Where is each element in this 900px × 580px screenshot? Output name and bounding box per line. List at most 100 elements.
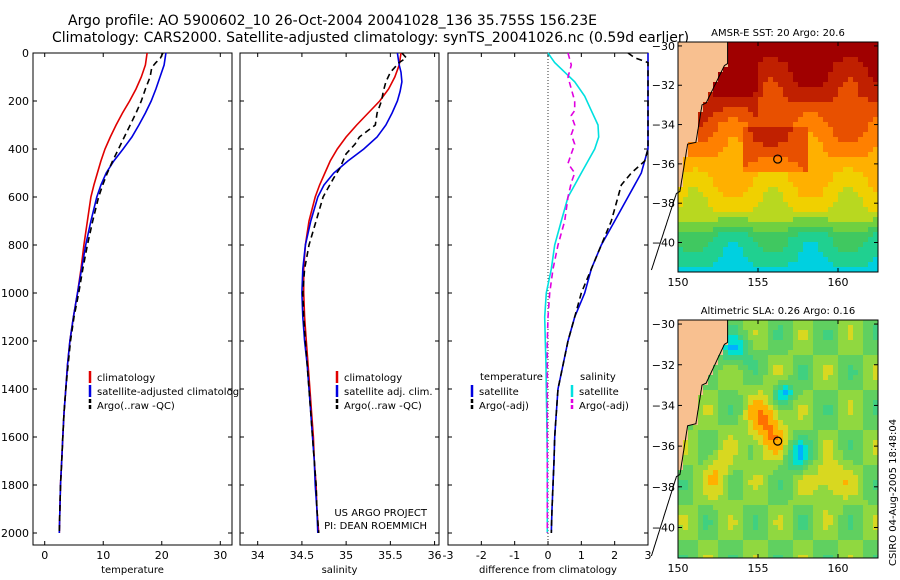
field-cell: [868, 252, 873, 257]
field-cell: [858, 182, 863, 187]
field-cell: [868, 430, 873, 435]
field-cell: [768, 410, 773, 415]
field-cell: [868, 410, 873, 415]
field-cell: [793, 147, 798, 152]
field-cell: [828, 385, 833, 390]
field-cell: [803, 460, 808, 465]
field-cell: [763, 370, 768, 375]
field-cell: [868, 87, 873, 92]
field-cell: [808, 87, 813, 92]
field-cell: [738, 395, 743, 400]
field-cell: [703, 197, 708, 202]
field-cell: [843, 530, 848, 535]
field-cell: [748, 355, 753, 360]
field-cell: [818, 57, 823, 62]
field-cell: [848, 62, 853, 67]
field-cell: [763, 92, 768, 97]
field-cell: [738, 470, 743, 475]
field-cell: [753, 355, 758, 360]
field-cell: [758, 77, 763, 82]
field-cell: [798, 122, 803, 127]
field-cell: [748, 202, 753, 207]
field-cell: [713, 480, 718, 485]
field-cell: [838, 112, 843, 117]
field-cell: [828, 520, 833, 525]
field-cell: [873, 475, 878, 480]
field-cell: [823, 435, 828, 440]
field-cell: [798, 57, 803, 62]
field-cell: [858, 460, 863, 465]
field-cell: [703, 267, 708, 272]
field-cell: [848, 172, 853, 177]
field-cell: [843, 67, 848, 72]
field-cell: [868, 112, 873, 117]
field-cell: [773, 167, 778, 172]
field-cell: [833, 202, 838, 207]
field-cell: [853, 162, 858, 167]
field-cell: [683, 455, 688, 460]
field-cell: [698, 550, 703, 555]
field-cell: [808, 62, 813, 67]
field-cell: [798, 132, 803, 137]
field-cell: [713, 380, 718, 385]
field-cell: [738, 460, 743, 465]
field-cell: [733, 465, 738, 470]
field-cell: [793, 102, 798, 107]
field-cell: [853, 212, 858, 217]
field-cell: [873, 107, 878, 112]
field-cell: [713, 147, 718, 152]
field-cell: [808, 52, 813, 57]
field-cell: [768, 520, 773, 525]
field-cell: [853, 47, 858, 52]
field-cell: [828, 415, 833, 420]
field-cell: [773, 385, 778, 390]
field-cell: [783, 335, 788, 340]
field-cell: [858, 375, 863, 380]
field-cell: [788, 42, 793, 47]
field-cell: [783, 405, 788, 410]
field-cell: [863, 72, 868, 77]
field-cell: [773, 237, 778, 242]
field-cell: [863, 500, 868, 505]
field-cell: [858, 555, 863, 558]
field-cell: [743, 545, 748, 550]
field-cell: [783, 252, 788, 257]
field-cell: [713, 117, 718, 122]
field-cell: [868, 222, 873, 227]
field-cell: [748, 87, 753, 92]
field-cell: [873, 237, 878, 242]
field-cell: [718, 530, 723, 535]
field-cell: [758, 217, 763, 222]
field-cell: [778, 92, 783, 97]
field-cell: [758, 365, 763, 370]
field-cell: [693, 252, 698, 257]
field-cell: [778, 485, 783, 490]
y-tick-label: −38: [652, 197, 675, 210]
field-cell: [748, 92, 753, 97]
field-cell: [828, 490, 833, 495]
field-cell: [863, 335, 868, 340]
field-cell: [723, 167, 728, 172]
field-cell: [813, 445, 818, 450]
field-cell: [823, 82, 828, 87]
field-cell: [848, 87, 853, 92]
field-cell: [868, 555, 873, 558]
field-cell: [688, 237, 693, 242]
field-cell: [728, 77, 733, 82]
field-cell: [828, 257, 833, 262]
field-cell: [873, 242, 878, 247]
field-cell: [838, 500, 843, 505]
field-cell: [733, 390, 738, 395]
field-cell: [853, 42, 858, 47]
field-cell: [678, 490, 683, 495]
field-cell: [768, 97, 773, 102]
field-cell: [743, 192, 748, 197]
field-cell: [813, 112, 818, 117]
field-cell: [738, 97, 743, 102]
field-cell: [743, 237, 748, 242]
field-cell: [768, 490, 773, 495]
field-cell: [813, 435, 818, 440]
field-cell: [803, 247, 808, 252]
field-cell: [868, 385, 873, 390]
field-cell: [748, 350, 753, 355]
